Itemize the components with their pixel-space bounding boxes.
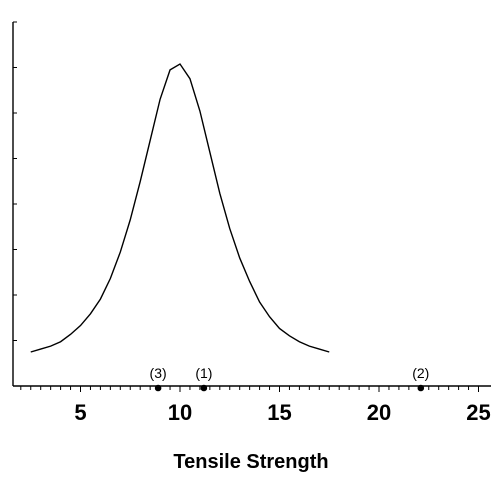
x-axis: 5 10 15 20 25 xyxy=(13,385,491,425)
data-point-label: (1) xyxy=(195,365,212,381)
x-axis-tick-label: 5 xyxy=(74,400,86,425)
curve-path xyxy=(30,63,330,353)
axis-labels: Tensile Strength xyxy=(173,451,328,473)
x-axis-label: Tensile Strength xyxy=(173,451,328,473)
data-points: (3) (1) (2) xyxy=(150,365,429,392)
x-axis-tick-label: 25 xyxy=(466,400,490,425)
x-axis-tick-label: 10 xyxy=(168,400,192,425)
x-axis-tick-label: 20 xyxy=(367,400,391,425)
data-point xyxy=(200,384,208,392)
data-point-label: (3) xyxy=(150,365,167,381)
data-point-label: (2) xyxy=(412,365,429,381)
density-curve xyxy=(30,63,330,353)
data-point xyxy=(154,384,162,392)
data-point xyxy=(417,384,425,392)
x-axis-tick-label: 15 xyxy=(267,400,291,425)
y-axis xyxy=(12,21,17,387)
